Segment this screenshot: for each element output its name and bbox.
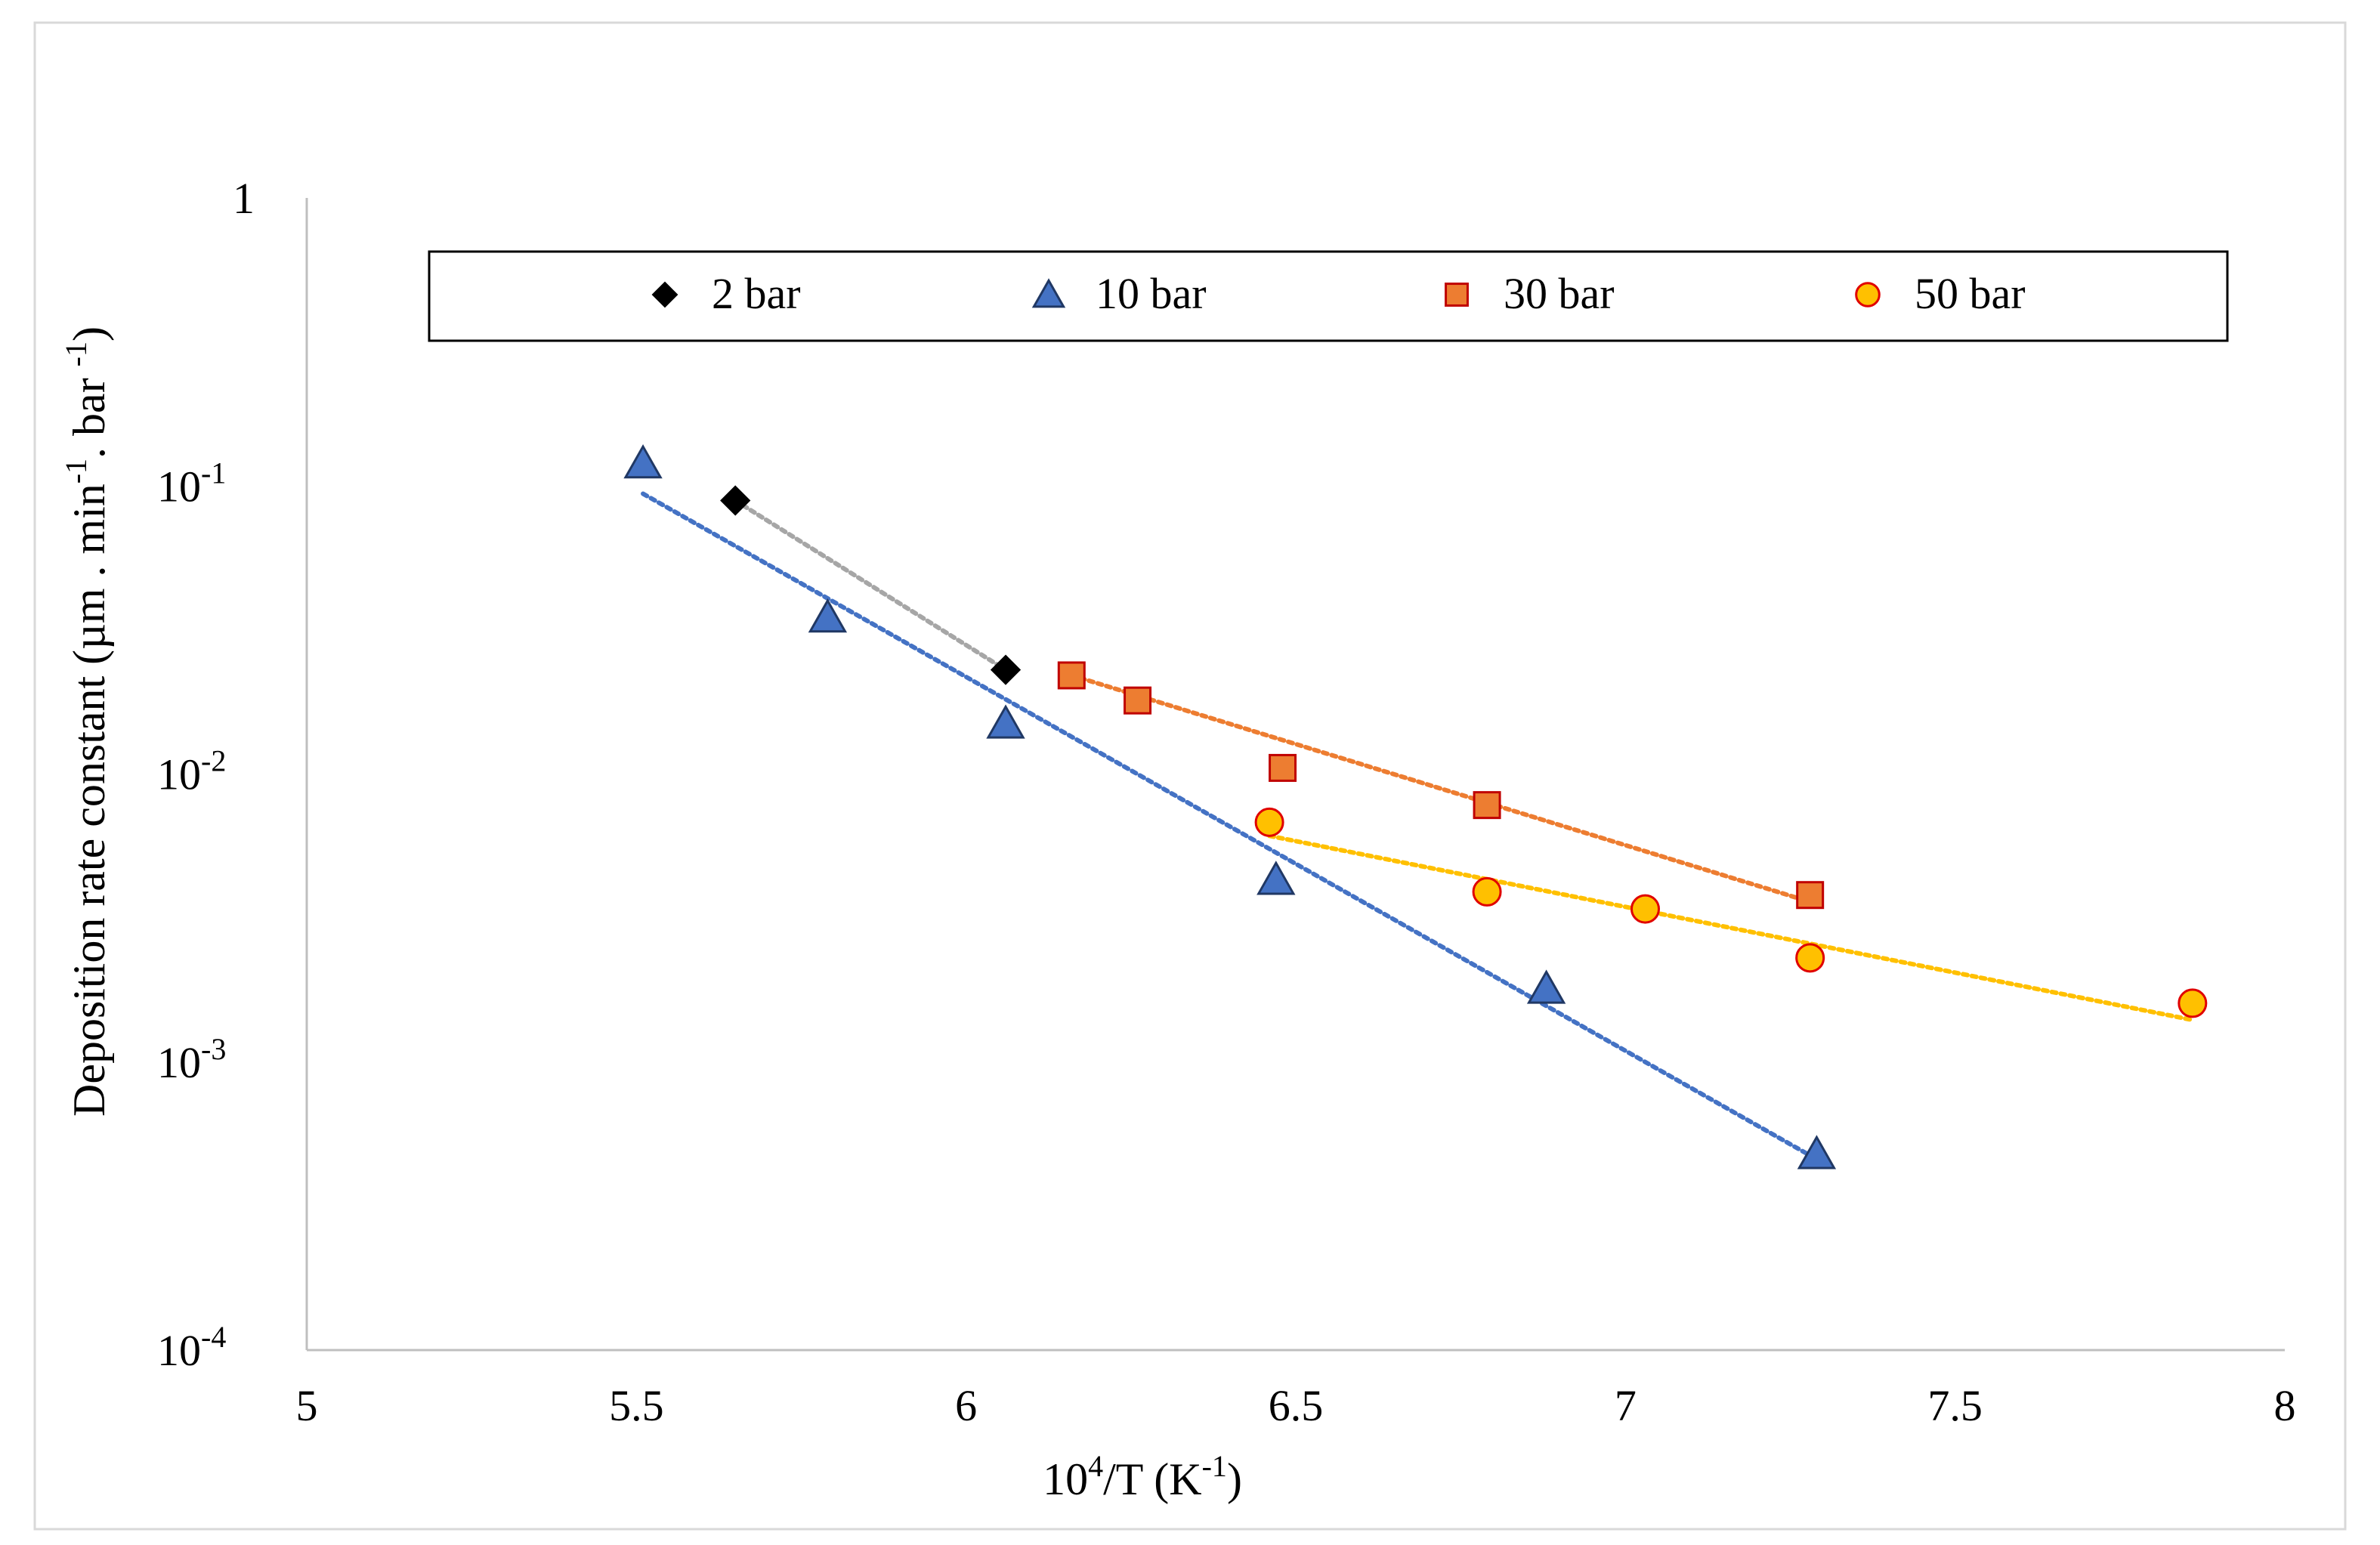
data-point-2-bar [990, 654, 1022, 685]
legend-label: 10 bar [1096, 269, 1207, 318]
data-point-10-bar [986, 704, 1025, 739]
y-tick-labels: 1 10-1 10-2 10-3 10-4 [157, 174, 255, 1375]
data-point-30-bar [1057, 661, 1086, 690]
y-tick-label: 1 [233, 174, 255, 223]
x-tick-label: 6.5 [1269, 1381, 1324, 1430]
x-axis-title: 104/T (K-1) [1043, 1449, 1242, 1504]
y-tick-label: 10-1 [157, 456, 226, 511]
legend-item: 10 bar [1031, 269, 1207, 318]
data-point-10-bar [808, 598, 848, 633]
data-point-50-bar [2178, 988, 2208, 1018]
trendline-30-bar [1069, 672, 1813, 904]
trendline-10-bar [641, 491, 1819, 1162]
y-tick-label: 10-2 [157, 744, 226, 799]
legend-marker [1855, 282, 1881, 307]
data-point-50-bar [1795, 943, 1825, 973]
data-point-50-bar [1472, 876, 1502, 907]
trendline-50-bar [1267, 833, 2195, 1023]
x-tick-label: 5 [296, 1381, 318, 1430]
data-point-10-bar [1526, 969, 1566, 1004]
data-point-50-bar [1630, 894, 1661, 924]
x-tick-label: 6 [955, 1381, 977, 1430]
legend-marker [651, 281, 678, 308]
y-axis-title: Deposition rate constant (µm . min-1. ba… [59, 326, 114, 1117]
legend-label: 30 bar [1504, 269, 1615, 318]
legend-label: 2 bar [712, 269, 801, 318]
legend-item: 50 bar [1855, 269, 2026, 318]
legend-item: 30 bar [1445, 269, 1615, 318]
legend: 2 bar 10 bar 30 bar 50 bar [428, 250, 2229, 342]
data-point-30-bar [1473, 791, 1501, 820]
x-tick-label: 7 [1615, 1381, 1637, 1430]
data-point-10-bar [623, 444, 663, 479]
data-point-30-bar [1124, 686, 1152, 715]
marker-layer [623, 444, 2208, 1170]
trendline-layer [641, 491, 2195, 1162]
data-point-30-bar [1269, 753, 1297, 782]
x-tick-label: 8 [2274, 1381, 2296, 1430]
data-point-2-bar [720, 485, 751, 516]
x-tick-labels: 5 5.5 6 6.5 7 7.5 8 [296, 1381, 2296, 1430]
x-tick-label: 5.5 [609, 1381, 664, 1430]
legend-box [428, 250, 2229, 342]
trendline-2-bar [733, 498, 1009, 672]
legend-label: 50 bar [1915, 269, 2026, 318]
data-point-50-bar [1254, 807, 1284, 837]
y-tick-label: 10-3 [157, 1032, 226, 1087]
data-point-30-bar [1796, 881, 1825, 910]
legend-item: 2 bar [651, 269, 801, 318]
x-tick-label: 7.5 [1927, 1381, 1983, 1430]
data-point-10-bar [1797, 1135, 1837, 1170]
legend-marker [1031, 278, 1066, 308]
data-point-10-bar [1256, 861, 1296, 895]
y-tick-label: 10-4 [157, 1320, 226, 1375]
chart-frame [33, 21, 2347, 1531]
legend-marker [1445, 283, 1469, 307]
